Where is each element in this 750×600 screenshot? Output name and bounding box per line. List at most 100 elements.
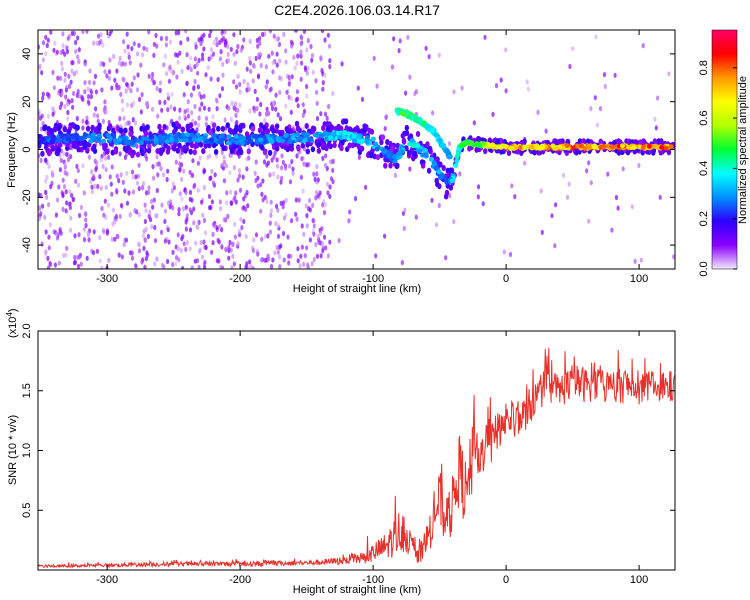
- noise-point: [89, 89, 94, 95]
- ridge-point: [372, 141, 379, 147]
- noise-point: [65, 245, 69, 251]
- noise-point: [133, 208, 137, 214]
- ridge-halo-point: [180, 126, 186, 133]
- ridge-halo-point: [50, 145, 56, 152]
- noise-point: [300, 35, 304, 41]
- noise-point: [109, 181, 113, 187]
- noise-point: [130, 250, 134, 256]
- ridge-halo-point: [339, 145, 344, 152]
- branch-point: [399, 110, 406, 116]
- noise-point: [249, 68, 253, 74]
- noise-point: [166, 168, 170, 174]
- noise-point: [124, 121, 128, 127]
- noise-point: [275, 244, 279, 251]
- noise-point: [301, 126, 305, 132]
- noise-point: [260, 191, 264, 197]
- noise-point: [238, 89, 242, 95]
- noise-point: [232, 51, 236, 57]
- noise-point: [305, 223, 309, 229]
- noise-point: [364, 184, 368, 190]
- noise-point: [184, 219, 188, 225]
- ridge-halo-point: [426, 167, 432, 174]
- noise-point: [536, 109, 540, 115]
- ridge-point: [96, 133, 102, 139]
- ridge-halo-point: [239, 149, 244, 156]
- noise-point: [653, 116, 657, 122]
- noise-point: [184, 190, 188, 196]
- noise-point: [47, 202, 51, 208]
- noise-point: [86, 99, 90, 105]
- noise-point: [278, 116, 283, 122]
- noise-point: [197, 122, 201, 128]
- noise-point: [52, 47, 56, 53]
- ridge-point: [184, 132, 190, 138]
- noise-point: [176, 232, 180, 238]
- noise-point: [103, 198, 107, 204]
- noise-point: [46, 37, 50, 43]
- ridge-halo-point: [177, 142, 182, 149]
- noise-point: [226, 43, 230, 50]
- noise-point: [65, 171, 69, 177]
- noise-point: [287, 81, 291, 87]
- ridge-halo-point: [92, 148, 98, 154]
- noise-point: [149, 217, 153, 223]
- noise-point: [110, 85, 114, 91]
- noise-point: [203, 265, 207, 269]
- noise-point: [237, 229, 241, 235]
- ridge-halo-point: [162, 124, 167, 130]
- noise-point: [254, 55, 258, 62]
- ridge-halo-point: [188, 122, 194, 129]
- noise-point: [242, 37, 246, 43]
- noise-point: [87, 79, 92, 85]
- noise-point: [178, 191, 182, 197]
- noise-point: [100, 205, 104, 212]
- noise-point: [174, 30, 178, 36]
- ridge-halo-point: [128, 130, 133, 137]
- noise-point: [145, 252, 150, 258]
- noise-point: [223, 30, 227, 35]
- snr-panel: -300 -200 -100 0 100 0.5 1.0 1.5 2.0 Height of …: [5, 308, 676, 596]
- noise-point: [74, 39, 78, 46]
- noise-point: [127, 190, 131, 196]
- noise-point: [204, 230, 208, 236]
- ridge-halo-point: [652, 138, 658, 145]
- noise-point: [204, 72, 208, 78]
- noise-point: [357, 154, 361, 160]
- noise-point: [118, 213, 122, 220]
- noise-point: [404, 90, 408, 96]
- noise-point: [170, 91, 174, 97]
- noise-point: [216, 237, 220, 243]
- noise-point: [140, 184, 144, 190]
- noise-point: [319, 253, 323, 259]
- noise-point: [76, 54, 80, 60]
- noise-point: [46, 255, 50, 261]
- noise-point: [305, 47, 309, 53]
- noise-point: [218, 93, 222, 99]
- noise-point: [169, 202, 173, 208]
- noise-point: [151, 164, 155, 170]
- noise-point: [281, 204, 285, 210]
- noise-point: [244, 233, 248, 239]
- noise-point: [641, 43, 645, 49]
- noise-point: [196, 70, 200, 76]
- noise-point: [589, 180, 593, 186]
- snr-y-ticks: 0.5 1.0 1.5 2.0: [21, 323, 675, 518]
- noise-point: [144, 237, 148, 244]
- noise-point: [185, 52, 189, 58]
- snr-y-tick-label: 1.5: [21, 383, 33, 398]
- ridge-point: [458, 143, 464, 149]
- noise-point: [452, 89, 456, 95]
- ridge-halo-point: [316, 147, 322, 154]
- noise-point: [86, 93, 91, 100]
- noise-point: [135, 180, 140, 186]
- ridge-halo-point: [404, 124, 409, 131]
- ridge-halo-point: [329, 124, 335, 131]
- noise-point: [181, 206, 186, 212]
- noise-point: [328, 58, 332, 64]
- noise-point: [393, 172, 397, 178]
- noise-point: [196, 84, 200, 90]
- ridge-point: [105, 133, 111, 138]
- noise-point: [38, 192, 41, 198]
- noise-point: [175, 74, 179, 80]
- noise-point: [248, 38, 252, 45]
